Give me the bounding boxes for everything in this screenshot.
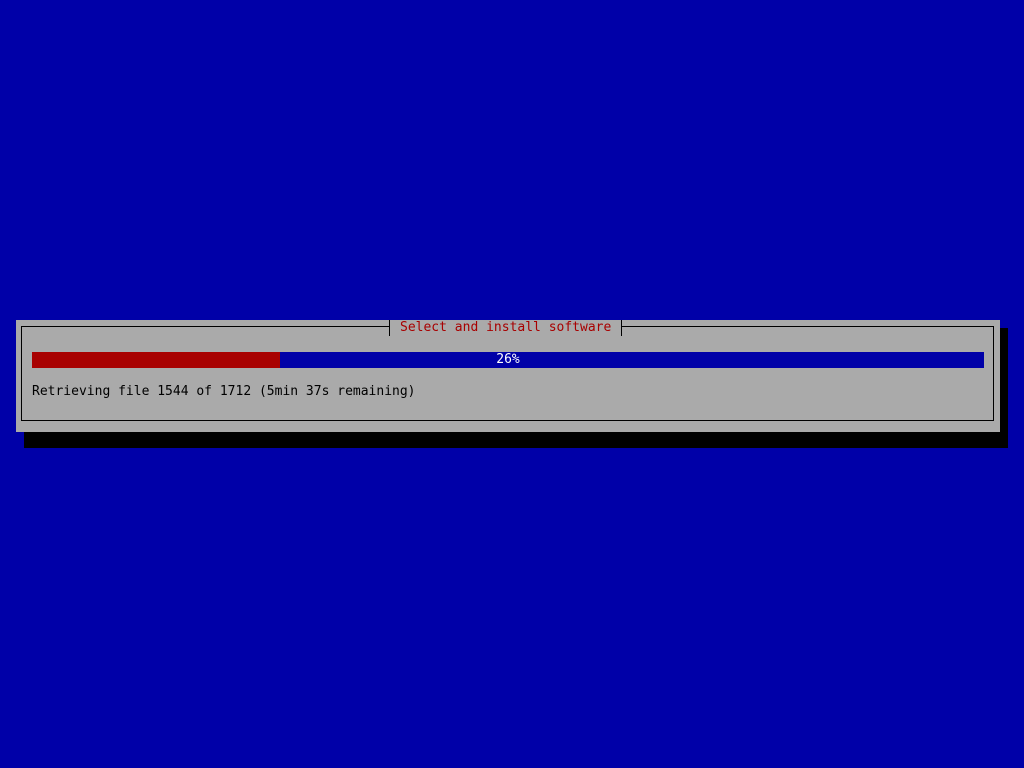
dialog-title: Select and install software [389,320,623,336]
status-message: Retrieving file 1544 of 1712 (5min 37s r… [32,384,416,399]
progress-bar: 26% [32,352,984,368]
progress-percent: 26% [496,352,520,367]
progress-fill [32,352,280,368]
dialog-shadow-side [1000,328,1008,448]
dialog-frame [21,326,994,421]
install-progress-dialog: Select and install software 26% Retrievi… [16,320,1000,432]
dialog-shadow [24,432,1008,448]
